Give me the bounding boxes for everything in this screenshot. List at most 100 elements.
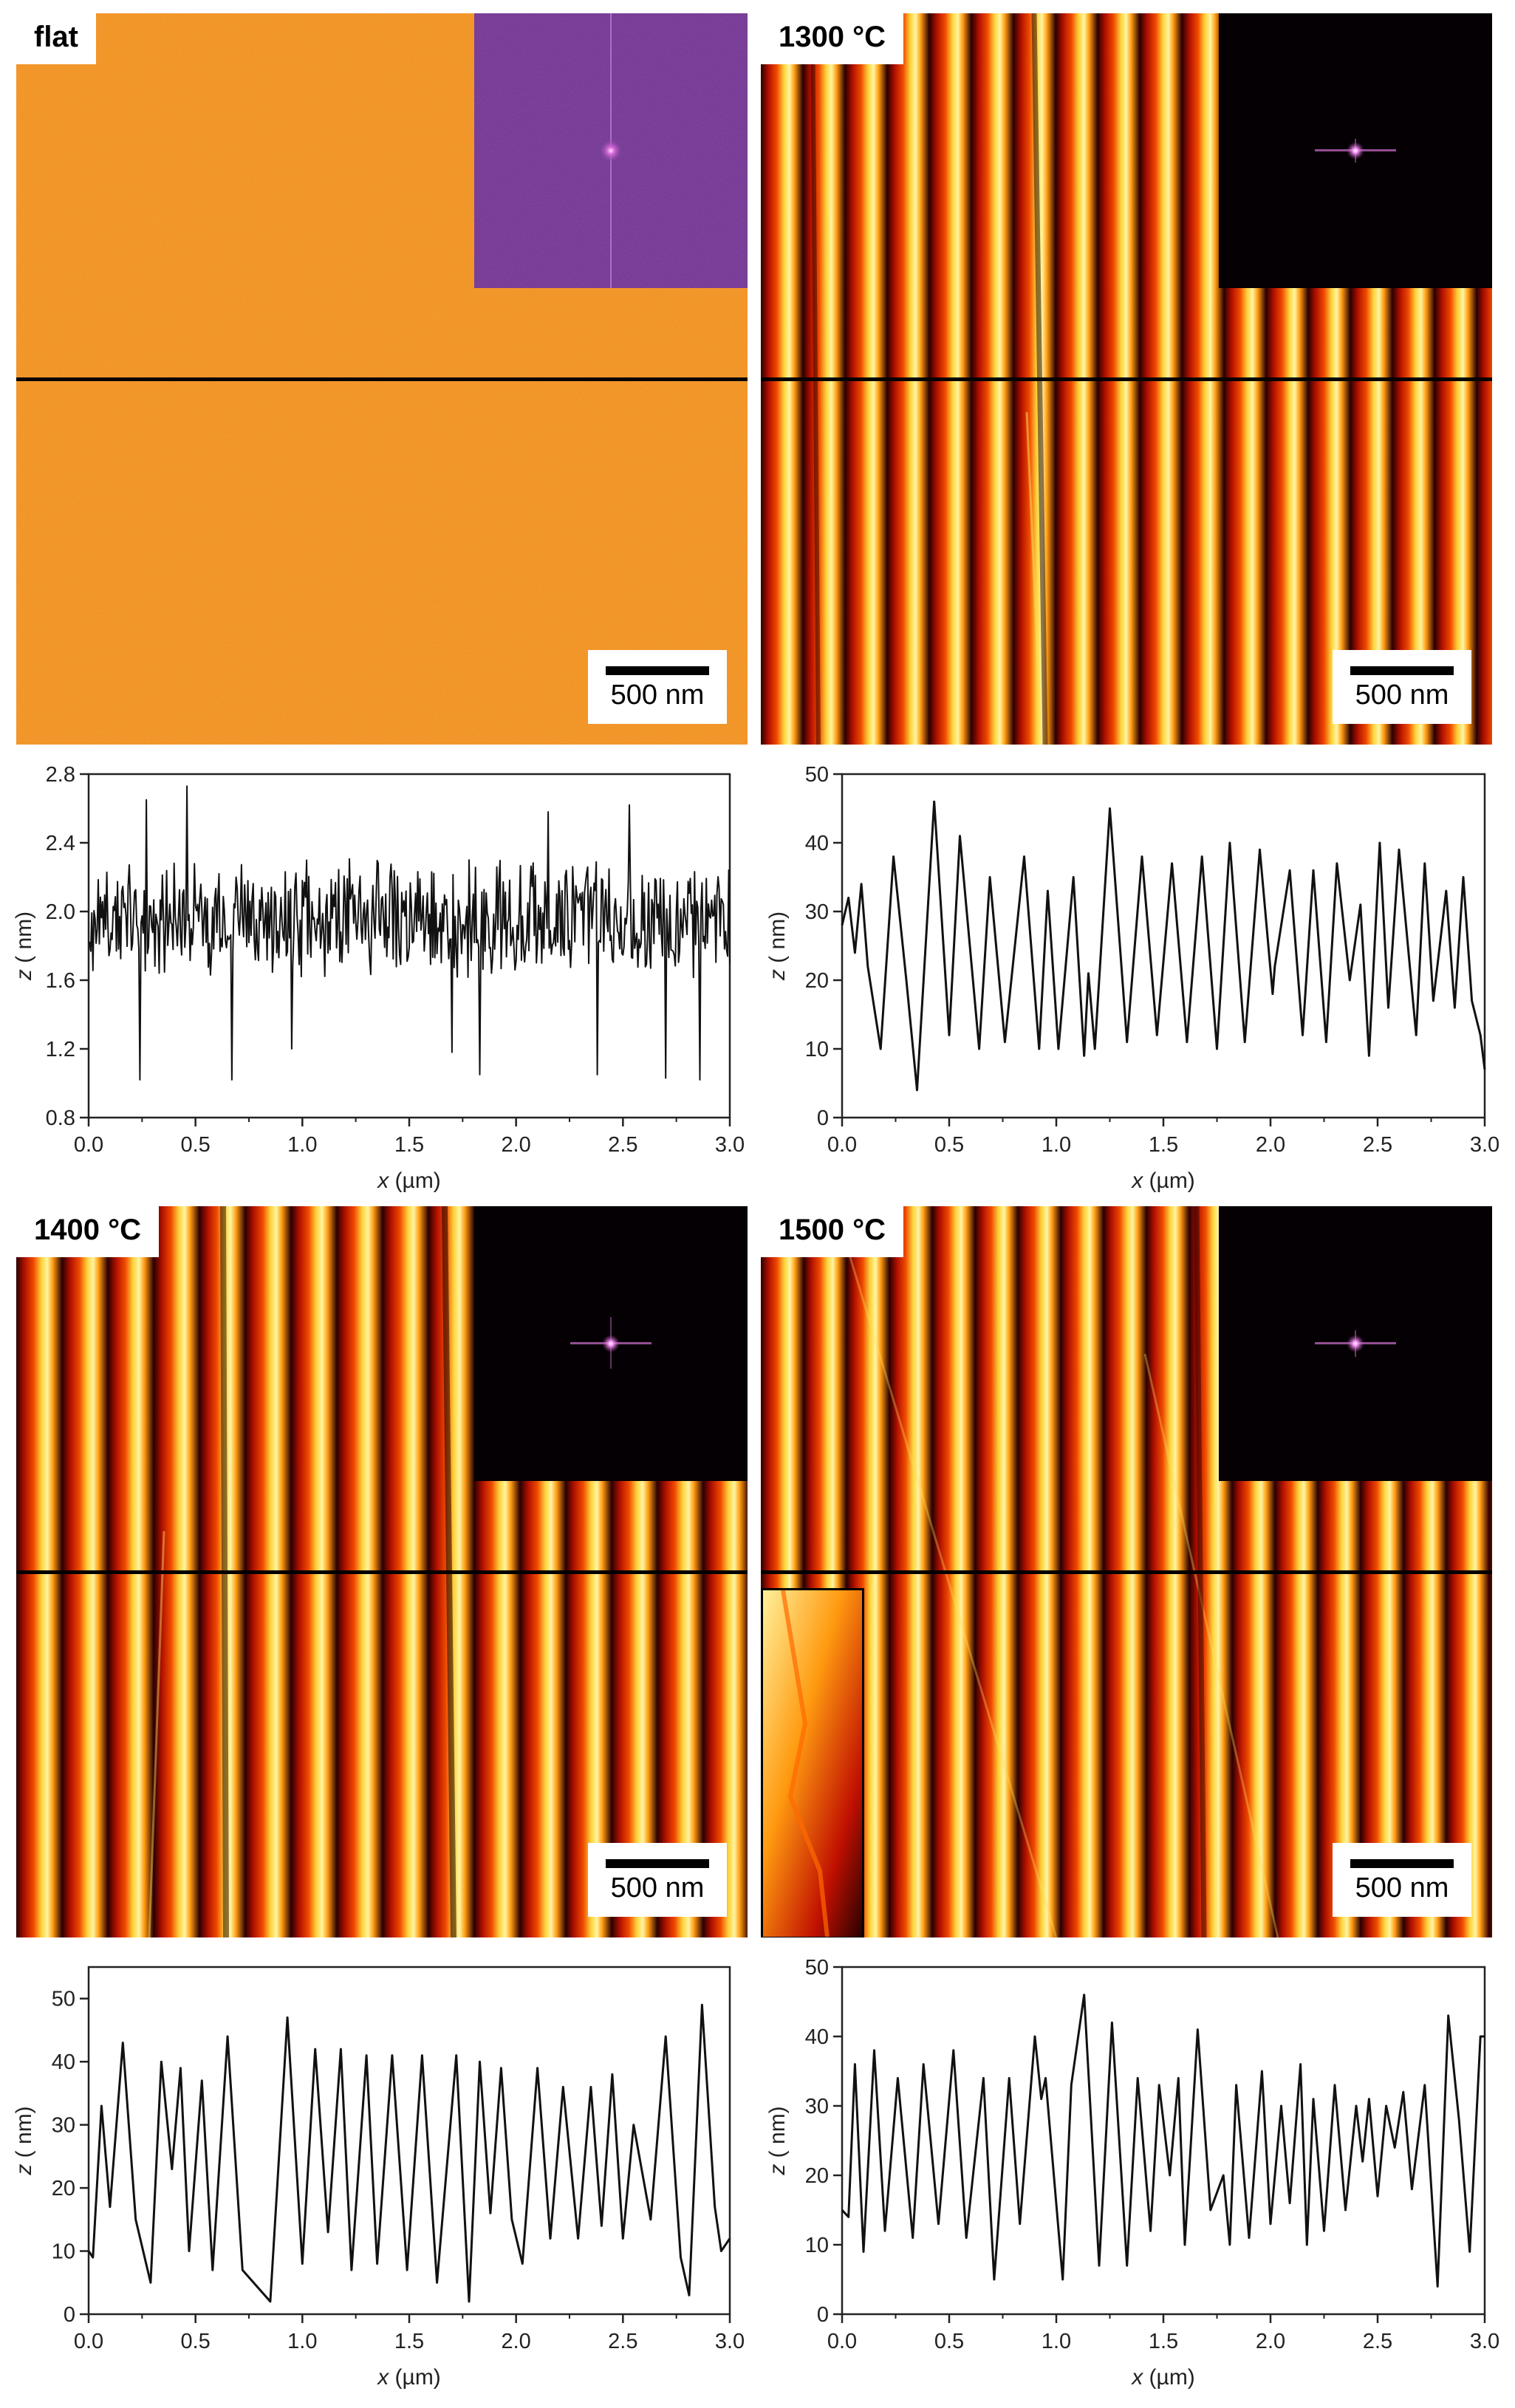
y-axis-label: z ( nm) — [12, 911, 36, 981]
y-tick-label: 20 — [805, 969, 829, 993]
profile-plot-svg-flat: 0.0 0.5 1.0 1.5 2.0 2.5 3.0 0.8 1.2 1.6 2.0 2.4 2.8 x… — [12, 763, 745, 1193]
profile-line-1400 — [16, 1570, 748, 1574]
profile-line-flat — [16, 377, 748, 381]
x-tick-label: 0.5 — [934, 2330, 964, 2353]
y-tick-label: 20 — [805, 2164, 829, 2188]
x-tick-label: 0.5 — [934, 1133, 964, 1157]
y-tick-label: 30 — [52, 2114, 75, 2138]
scale-bar-line — [606, 666, 709, 675]
scale-bar-1300: 500 nm — [1333, 650, 1471, 724]
x-tick-label: 1.0 — [287, 2330, 317, 2353]
y-tick-label: 40 — [805, 2025, 829, 2049]
x-tick-label: 1.0 — [287, 1133, 317, 1157]
x-axis-label: x (µm) — [1130, 2365, 1195, 2390]
y-tick-label: 2.0 — [46, 900, 75, 924]
scale-bar-line — [1350, 1859, 1454, 1868]
x-tick-label: 1.0 — [1042, 1133, 1071, 1157]
x-tick-label: 3.0 — [1470, 2330, 1499, 2353]
y-axis-label: z ( nm) — [765, 2106, 790, 2175]
y-tick-label: 20 — [52, 2177, 75, 2200]
x-tick-label: 1.5 — [1149, 2330, 1178, 2353]
fft-inset-1400 — [474, 1206, 748, 1481]
x-tick-label: 2.0 — [1256, 1133, 1285, 1157]
y-tick-label: 0 — [64, 2303, 75, 2327]
y-tick-label: 2.8 — [46, 763, 75, 787]
y-tick-label: 2.4 — [46, 832, 75, 855]
profile-plot-svg-1500: 0.0 0.5 1.0 1.5 2.0 2.5 3.0 0 10 20 30 40 50 x (µm) z … — [765, 1956, 1499, 2390]
panel-label-1300: 1300 °C — [761, 13, 903, 64]
y-tick-label: 0.8 — [46, 1106, 75, 1130]
plot-frame — [841, 773, 1486, 1119]
scale-bar-flat: 500 nm — [588, 650, 727, 724]
x-tick-label: 1.5 — [394, 1133, 424, 1157]
afm-image-1500: 1500 °C 500 nm — [761, 1206, 1492, 1937]
height-profile-line — [841, 800, 1486, 1092]
fft-inset-1300 — [1219, 13, 1492, 288]
fft-inset-1500 — [1219, 1206, 1492, 1481]
profile-plot-1500: 0.0 0.5 1.0 1.5 2.0 2.5 3.0 0 10 20 30 40 50 x (µm) z … — [746, 1939, 1507, 2408]
profile-line-1300 — [761, 377, 1492, 381]
x-axis-label: x (µm) — [376, 2365, 441, 2390]
y-tick-label: 50 — [805, 763, 829, 787]
fft-inset-flat — [474, 13, 748, 288]
y-tick-label: 50 — [805, 1956, 829, 1980]
x-tick-label: 0.0 — [827, 2330, 857, 2353]
x-tick-label: 2.5 — [608, 2330, 637, 2353]
profile-plot-1400: 0.0 0.5 1.0 1.5 2.0 2.5 3.0 0 10 20 30 40 50 x (µm) z … — [0, 1939, 753, 2408]
afm-image-1300: 1300 °C 500 nm — [761, 13, 1492, 745]
y-tick-label: 0 — [817, 2303, 829, 2327]
y-tick-label: 1.6 — [46, 969, 75, 993]
crop-inset-box — [761, 1588, 864, 1937]
height-profile-line — [841, 1994, 1485, 2288]
x-tick-label: 2.5 — [1363, 2330, 1392, 2353]
scale-bar-text: 500 nm — [610, 1872, 705, 1904]
y-tick-label: 40 — [52, 2050, 75, 2074]
scale-bar-1400: 500 nm — [588, 1843, 727, 1917]
x-tick-label: 0.5 — [181, 1133, 211, 1157]
profile-plot-flat: 0.0 0.5 1.0 1.5 2.0 2.5 3.0 0.8 1.2 1.6 2.0 2.4 2.8 x… — [0, 746, 753, 1208]
y-tick-label: 10 — [52, 2240, 75, 2264]
scale-bar-line — [1350, 666, 1454, 675]
y-axis-label: z ( nm) — [12, 2106, 36, 2175]
scale-bar-line — [606, 1859, 709, 1868]
x-tick-label: 1.5 — [394, 2330, 424, 2353]
y-axis-label: z ( nm) — [765, 911, 790, 981]
height-profile-line — [88, 785, 731, 1081]
x-tick-label: 3.0 — [715, 1133, 745, 1157]
x-axis-label: x (µm) — [376, 1169, 441, 1193]
y-tick-label: 30 — [805, 900, 829, 924]
afm-image-flat: flat 500 nm — [16, 13, 748, 745]
scale-bar-text: 500 nm — [610, 680, 705, 711]
y-tick-label: 10 — [805, 2234, 829, 2257]
profile-plot-svg-1400: 0.0 0.5 1.0 1.5 2.0 2.5 3.0 0 10 20 30 40 50 x (µm) z … — [12, 1966, 745, 2390]
x-tick-label: 2.0 — [502, 1133, 531, 1157]
x-tick-label: 1.0 — [1042, 2330, 1071, 2353]
x-tick-label: 2.0 — [1256, 2330, 1285, 2353]
scale-bar-1500: 500 nm — [1333, 1843, 1471, 1917]
profile-line-1500 — [761, 1570, 1492, 1574]
plot-frame — [841, 1966, 1486, 2316]
y-tick-label: 40 — [805, 832, 829, 855]
panel-label-flat: flat — [16, 13, 96, 64]
height-profile-line — [87, 2003, 731, 2303]
x-tick-label: 2.5 — [1363, 1133, 1392, 1157]
x-tick-label: 0.0 — [827, 1133, 857, 1157]
y-tick-label: 50 — [52, 1988, 75, 2011]
profile-plot-svg-1300: 0.0 0.5 1.0 1.5 2.0 2.5 3.0 0 10 20 30 40 50 x (µm) z … — [765, 763, 1499, 1193]
x-tick-label: 2.5 — [608, 1133, 637, 1157]
y-tick-label: 1.2 — [46, 1038, 75, 1061]
scale-bar-text: 500 nm — [1355, 1872, 1449, 1904]
panel-label-1400: 1400 °C — [16, 1206, 159, 1257]
y-tick-label: 0 — [817, 1106, 829, 1130]
scale-bar-text: 500 nm — [1355, 680, 1449, 711]
y-tick-label: 30 — [805, 2095, 829, 2118]
plot-frame — [87, 1966, 731, 2316]
x-tick-label: 3.0 — [1470, 1133, 1499, 1157]
x-tick-label: 0.0 — [74, 2330, 103, 2353]
x-tick-label: 0.0 — [74, 1133, 103, 1157]
x-tick-label: 1.5 — [1149, 1133, 1178, 1157]
profile-plot-1300: 0.0 0.5 1.0 1.5 2.0 2.5 3.0 0 10 20 30 40 50 x (µm) z … — [746, 746, 1507, 1208]
x-tick-label: 0.5 — [181, 2330, 211, 2353]
afm-image-1400: 1400 °C 500 nm — [16, 1206, 748, 1937]
panel-label-1500: 1500 °C — [761, 1206, 903, 1257]
